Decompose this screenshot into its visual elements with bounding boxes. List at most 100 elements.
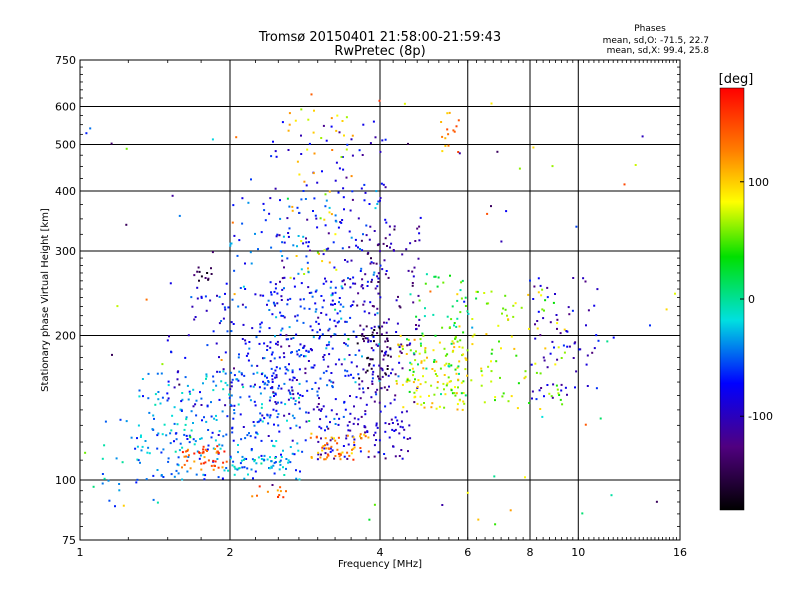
data-point [391, 428, 394, 431]
data-point [140, 449, 143, 452]
data-point [278, 384, 280, 387]
data-point [324, 277, 326, 280]
data-point [233, 404, 236, 407]
data-point [328, 327, 331, 330]
data-point [369, 262, 372, 265]
data-point [239, 396, 242, 399]
data-point [320, 453, 322, 456]
data-point [178, 383, 181, 386]
data-point [431, 368, 434, 370]
data-point [369, 358, 372, 361]
data-point [562, 344, 565, 347]
data-point [214, 465, 216, 467]
data-point [227, 306, 230, 309]
data-point [453, 392, 456, 394]
data-point [373, 271, 376, 274]
data-point [612, 336, 615, 339]
data-point [399, 334, 402, 337]
data-point [449, 380, 452, 383]
data-point [566, 393, 568, 396]
data-point [311, 388, 314, 390]
data-point [376, 312, 379, 315]
data-point [269, 414, 272, 417]
data-point [241, 338, 244, 340]
data-point [397, 423, 399, 426]
data-point [389, 402, 392, 405]
data-point [260, 406, 263, 409]
data-point [291, 439, 294, 442]
data-point [350, 361, 353, 364]
data-point [443, 347, 446, 350]
data-point [333, 266, 336, 269]
data-point [408, 390, 411, 393]
data-point [350, 452, 353, 455]
data-point [110, 142, 113, 145]
data-point [524, 375, 527, 378]
data-point [286, 257, 289, 260]
data-point [266, 349, 269, 351]
data-point [192, 405, 195, 408]
data-point [502, 307, 505, 310]
data-point [409, 342, 412, 345]
data-point [238, 370, 241, 373]
data-point [337, 452, 340, 455]
data-point [200, 296, 203, 299]
data-point [232, 204, 235, 207]
data-point [212, 375, 215, 378]
data-point [225, 433, 228, 436]
data-point [315, 308, 318, 311]
data-point [412, 275, 415, 278]
data-point [462, 353, 465, 356]
data-point [275, 235, 278, 238]
data-point [293, 376, 296, 379]
data-point [402, 406, 405, 409]
data-point [351, 448, 353, 451]
data-point [329, 421, 331, 424]
data-point [330, 280, 333, 283]
data-point [367, 450, 370, 453]
data-point [425, 367, 428, 370]
data-point [298, 355, 301, 358]
data-point [186, 449, 189, 452]
data-point [333, 333, 336, 336]
data-point [496, 150, 499, 153]
data-point [403, 436, 406, 439]
data-point [322, 445, 325, 447]
data-point [317, 440, 320, 443]
data-point [291, 452, 294, 455]
data-point [272, 301, 275, 304]
data-point [298, 211, 301, 214]
data-point [330, 117, 333, 120]
data-point [244, 339, 247, 342]
data-point [364, 426, 367, 429]
data-point [418, 318, 421, 321]
data-point [222, 435, 225, 438]
data-point [223, 469, 226, 472]
data-point [147, 397, 150, 400]
data-point [278, 356, 281, 359]
data-point [386, 346, 389, 349]
data-point [378, 326, 381, 329]
data-point [399, 350, 402, 353]
data-point [412, 352, 415, 355]
data-point [322, 356, 325, 358]
data-point [339, 303, 342, 306]
data-point [361, 278, 364, 281]
data-point [344, 374, 347, 377]
data-point [298, 407, 301, 410]
data-point [249, 251, 252, 254]
data-point [220, 359, 223, 361]
chart-title: Tromsø 20150401 21:58:00-21:59:43 [258, 30, 501, 45]
data-point [224, 308, 227, 311]
data-point [363, 310, 366, 313]
data-point [376, 203, 379, 205]
data-point [291, 371, 294, 374]
data-point [282, 315, 285, 317]
data-point [506, 314, 508, 317]
data-point [384, 353, 387, 356]
data-point [167, 380, 170, 383]
data-point [392, 445, 395, 448]
data-point [243, 457, 246, 460]
data-point [296, 353, 299, 356]
data-point [498, 340, 500, 343]
